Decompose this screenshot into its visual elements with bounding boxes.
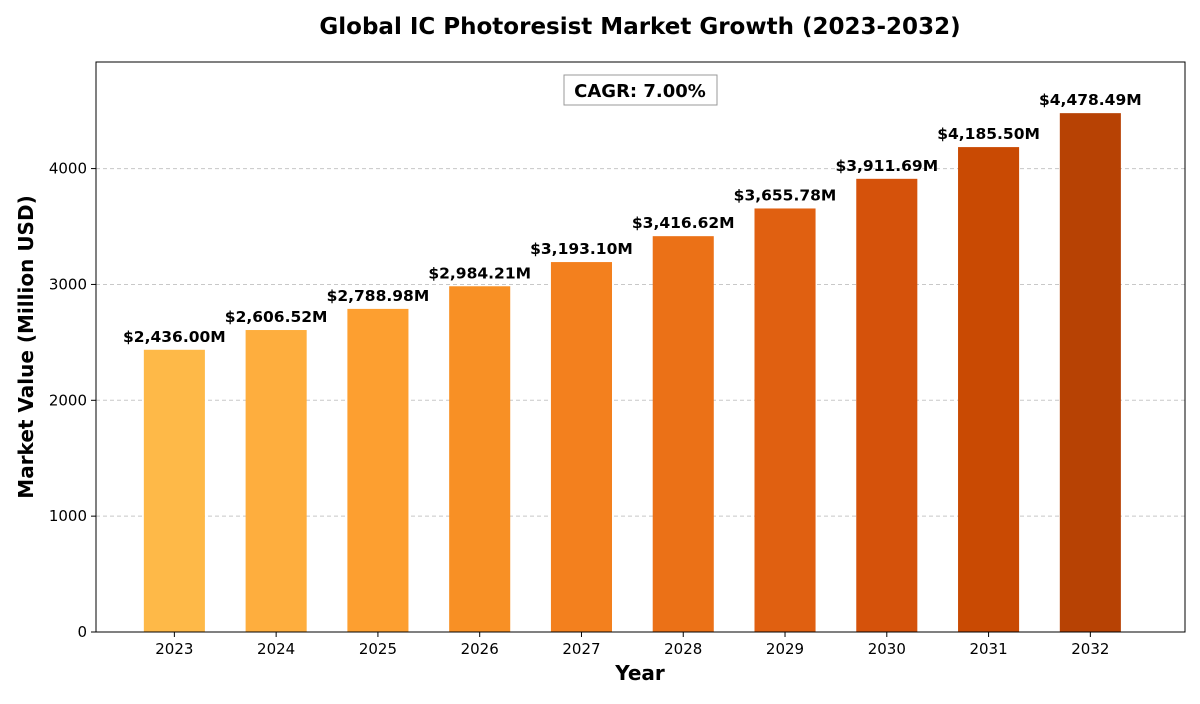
x-axis: 2023 2024 2025 2026 2027 2028 2029 2030 2031 2032 bbox=[155, 632, 1109, 658]
x-tick-label-2024: 2024 bbox=[257, 640, 295, 658]
cagr-annotation: CAGR: 7.00% bbox=[563, 74, 718, 106]
x-tick-label-2031: 2031 bbox=[969, 640, 1007, 658]
plot-frame bbox=[95, 61, 1186, 633]
bar-value-label-2027: $3,193.10M bbox=[530, 240, 633, 258]
bar-2030 bbox=[856, 178, 918, 632]
bar-2028 bbox=[652, 236, 714, 633]
bar-value-label-2025: $2,788.98M bbox=[327, 287, 430, 305]
y-tick-label: 4000 bbox=[49, 160, 87, 178]
x-tick-label-2027: 2027 bbox=[562, 640, 600, 658]
chart-title: Global IC Photoresist Market Growth (202… bbox=[319, 14, 960, 40]
x-tick-label-2023: 2023 bbox=[155, 640, 193, 658]
x-tick-label-2025: 2025 bbox=[359, 640, 397, 658]
bar-value-label-2024: $2,606.52M bbox=[225, 308, 328, 326]
bar-2023 bbox=[143, 349, 205, 632]
y-axis-label: Market Value (Million USD) bbox=[14, 195, 38, 498]
bar-2032 bbox=[1059, 113, 1121, 632]
x-tick-label-2032: 2032 bbox=[1071, 640, 1109, 658]
bar-value-label-2029: $3,655.78M bbox=[734, 186, 837, 204]
y-tick-label: 3000 bbox=[49, 275, 87, 293]
y-tick-label: 1000 bbox=[49, 507, 87, 525]
y-tick-label: 0 bbox=[77, 623, 87, 641]
cagr-annotation-box bbox=[563, 74, 718, 106]
bar-value-label-2028: $3,416.62M bbox=[632, 214, 735, 232]
y-tick-label: 2000 bbox=[49, 391, 87, 409]
cagr-annotation-text: CAGR: 7.00% bbox=[574, 81, 706, 102]
data-labels: $2,436.00M $2,606.52M $2,788.98M $2,984.21M… bbox=[123, 91, 1142, 346]
bars bbox=[143, 113, 1121, 633]
bar-value-label-2030: $3,911.69M bbox=[835, 157, 938, 175]
bar-value-label-2026: $2,984.21M bbox=[428, 264, 531, 282]
bar-value-label-2032: $4,478.49M bbox=[1039, 91, 1142, 109]
bar-2024 bbox=[245, 330, 307, 632]
x-tick-label-2030: 2030 bbox=[868, 640, 906, 658]
bar-value-label-2023: $2,436.00M bbox=[123, 328, 226, 346]
bar-value-label-2031: $4,185.50M bbox=[937, 125, 1040, 143]
bar-2031 bbox=[958, 147, 1020, 632]
x-tick-label-2029: 2029 bbox=[766, 640, 804, 658]
x-tick-label-2028: 2028 bbox=[664, 640, 702, 658]
bar-2025 bbox=[347, 308, 409, 632]
x-axis-label: Year bbox=[614, 661, 665, 685]
bar-2029 bbox=[754, 208, 816, 632]
bar-2026 bbox=[449, 286, 511, 632]
bar-2027 bbox=[550, 262, 613, 632]
x-tick-label-2026: 2026 bbox=[461, 640, 499, 658]
y-axis: 0 1000 2000 3000 4000 bbox=[49, 160, 96, 641]
